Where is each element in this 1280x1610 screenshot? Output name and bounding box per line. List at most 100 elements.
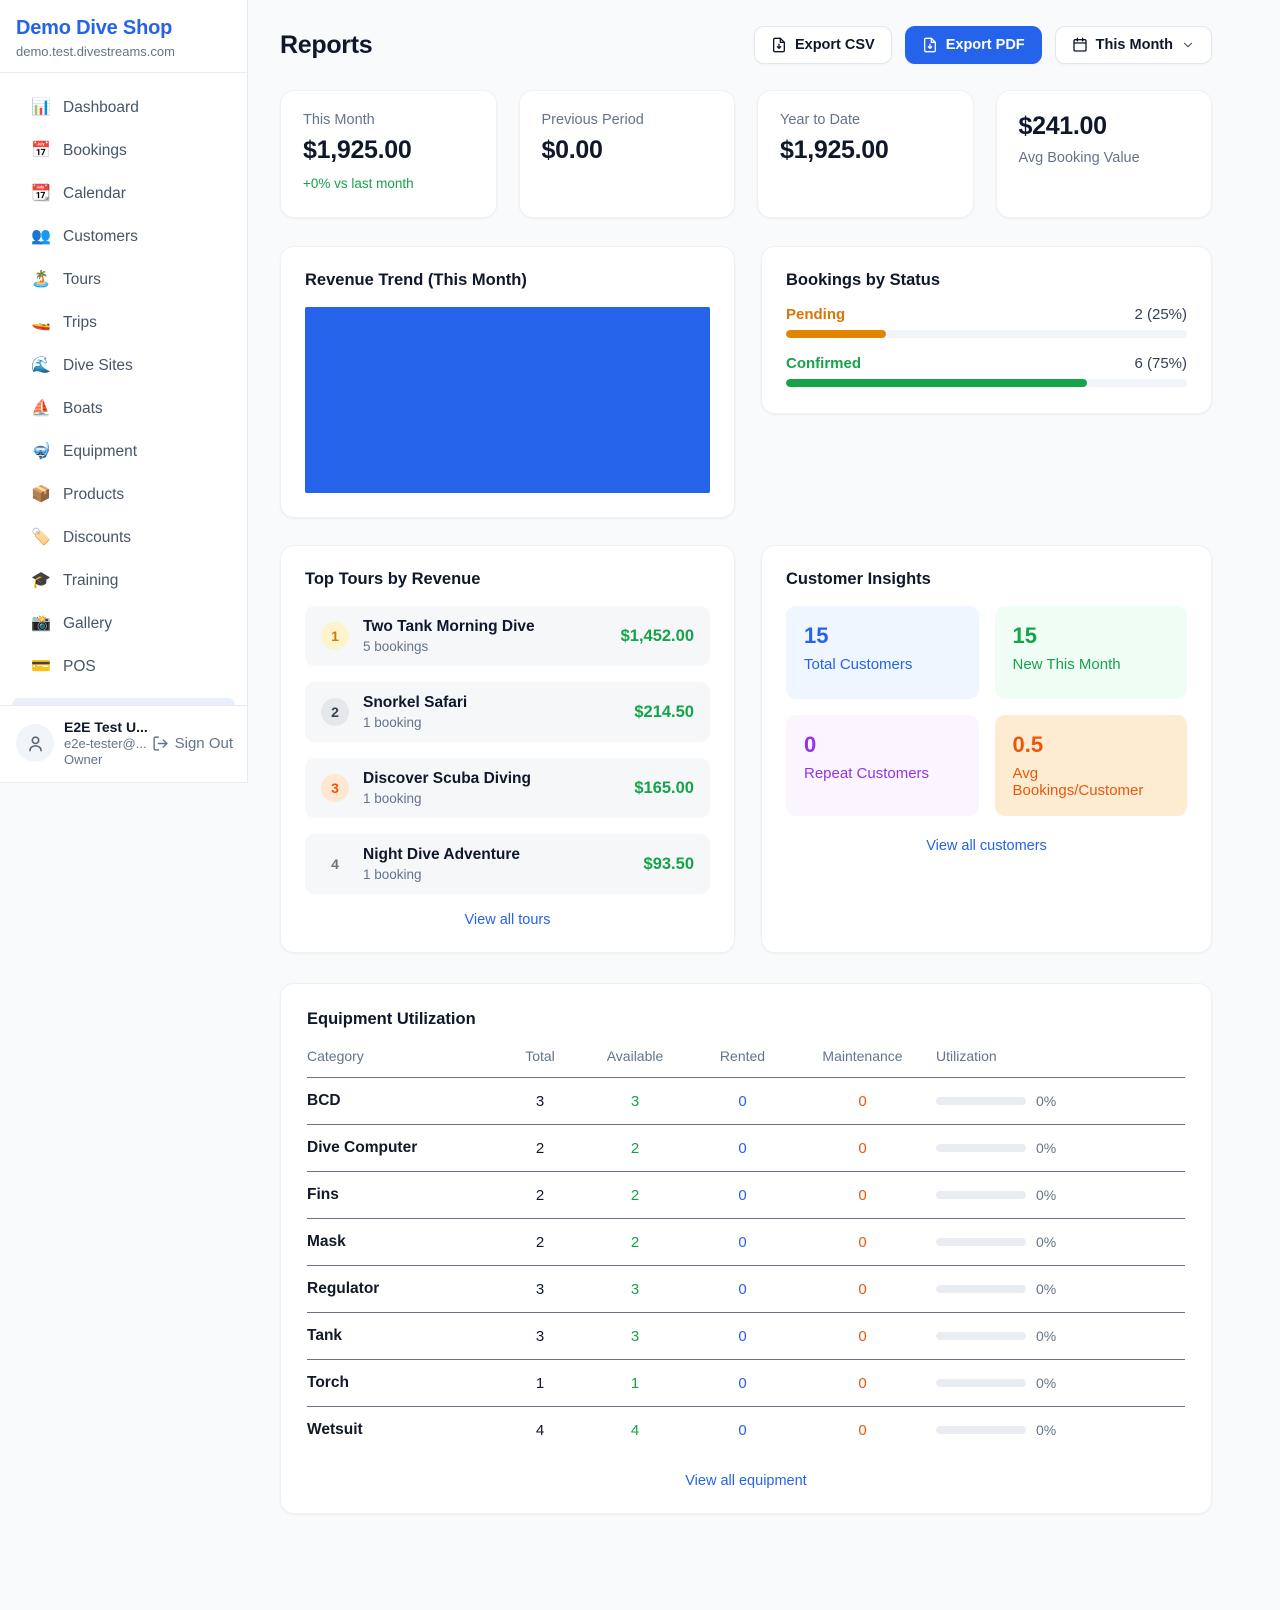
sidebar-item[interactable]: 📊 Dashboard <box>0 86 247 129</box>
tour-bookings: 5 bookings <box>363 639 429 654</box>
tour-revenue: $165.00 <box>634 778 694 797</box>
utilization-percent: 0% <box>1036 1422 1057 1438</box>
equipment-total: 3 <box>535 1327 545 1345</box>
utilization-bar <box>936 1332 1026 1340</box>
user-email: e2e-tester@... <box>64 736 147 751</box>
status-rows: Pending 2 (25%) Confirmed 6 (75%) <box>786 306 1187 387</box>
equipment-total: 1 <box>535 1374 545 1392</box>
insight-label: Total Customers <box>804 656 913 673</box>
sidebar-item[interactable]: 💳 POS <box>0 645 247 688</box>
sidebar-item-label: Boats <box>63 399 103 417</box>
tour-bookings: 1 booking <box>363 715 422 730</box>
equipment-rented: 0 <box>738 1233 747 1251</box>
view-all-equipment-link[interactable]: View all equipment <box>685 1473 807 1489</box>
equipment-maintenance: 0 <box>858 1327 867 1345</box>
sidebar-item[interactable]: 📆 Calendar <box>0 172 247 215</box>
stat-value: $241.00 <box>1018 112 1108 140</box>
tour-name: Snorkel Safari <box>363 694 468 711</box>
insight-tile: 0.5 Avg Bookings/Customer <box>994 715 1187 816</box>
stat-delta: +0% vs last month <box>303 176 414 191</box>
sidebar-item[interactable]: 🏝️ Tours <box>0 258 247 301</box>
table-row: Tank 3 3 0 0 0% <box>307 1313 1185 1360</box>
col-maintenance: Maintenance <box>822 1048 903 1064</box>
sidebar-item-icon: ⛵ <box>31 399 51 417</box>
sidebar-item[interactable]: 📅 Bookings <box>0 129 247 172</box>
equipment-category: Torch <box>307 1374 349 1391</box>
sidebar-item[interactable]: 🏷️ Discounts <box>0 516 247 559</box>
sidebar-item[interactable]: 📸 Gallery <box>0 602 247 645</box>
insight-tile: 0 Repeat Customers <box>786 715 979 816</box>
customer-insights-title: Customer Insights <box>786 570 931 588</box>
header-actions: Export CSV Export PDF This Month <box>753 26 1212 64</box>
stat-value: $0.00 <box>541 136 603 164</box>
period-dropdown[interactable]: This Month <box>1054 26 1212 64</box>
tour-name: Night Dive Adventure <box>363 846 521 863</box>
sidebar-item-icon: 📊 <box>31 98 51 116</box>
sidebar-item[interactable]: 🚤 Trips <box>0 301 247 344</box>
sidebar-item-label: POS <box>63 657 96 675</box>
equipment-available: 2 <box>630 1233 640 1251</box>
bookings-by-status-card: Bookings by Status Pending 2 (25%) <box>761 246 1212 414</box>
sidebar-item[interactable]: 🤿 Equipment <box>0 430 247 473</box>
equipment-total: 3 <box>535 1280 545 1298</box>
equipment-available: 3 <box>630 1280 640 1298</box>
export-pdf-button[interactable]: Export PDF <box>904 26 1042 64</box>
equipment-rented: 0 <box>738 1421 747 1439</box>
sidebar-item-icon: 🏷️ <box>31 528 51 546</box>
sidebar-item[interactable]: 🎓 Training <box>0 559 247 602</box>
tour-bookings: 1 booking <box>363 867 422 882</box>
sidebar: Demo Dive Shop demo.test.divestreams.com… <box>0 0 248 783</box>
sidebar-item-icon: 💳 <box>31 657 51 675</box>
export-csv-button[interactable]: Export CSV <box>753 26 892 64</box>
equipment-utilization-card: Equipment Utilization Category Total Ava… <box>280 983 1212 1514</box>
sidebar-item[interactable]: ⛵ Boats <box>0 387 247 430</box>
sidebar-item-label: Products <box>63 485 125 503</box>
table-row: Wetsuit 4 4 0 0 0% <box>307 1407 1185 1453</box>
tour-revenue: $93.50 <box>643 854 694 873</box>
shop-name: Demo Dive Shop <box>16 17 173 39</box>
tour-list: 1 Two Tank Morning Dive 5 bookings $1,45… <box>305 606 710 894</box>
equipment-utilization-title: Equipment Utilization <box>307 1010 476 1028</box>
equipment-total: 2 <box>535 1186 545 1204</box>
status-row: Confirmed 6 (75%) <box>786 355 1187 387</box>
view-all-customers-link[interactable]: View all customers <box>926 838 1047 854</box>
equipment-category: Regulator <box>307 1280 380 1297</box>
equipment-category: Wetsuit <box>307 1421 363 1438</box>
tour-row: 1 Two Tank Morning Dive 5 bookings $1,45… <box>305 606 710 666</box>
sign-out-button[interactable]: Sign Out <box>152 735 233 752</box>
revenue-trend-title: Revenue Trend (This Month) <box>305 271 527 289</box>
sidebar-item-label: Trips <box>63 313 97 331</box>
sidebar-item[interactable]: 👥 Customers <box>0 215 247 258</box>
equipment-maintenance: 0 <box>858 1280 867 1298</box>
sidebar-item[interactable]: 🌊 Dive Sites <box>0 344 247 387</box>
status-row: Pending 2 (25%) <box>786 306 1187 338</box>
status-label: Pending <box>786 306 846 323</box>
tour-bookings: 1 booking <box>363 791 422 806</box>
tour-revenue: $1,452.00 <box>620 626 694 645</box>
calendar-icon <box>1073 37 1087 52</box>
sidebar-item-icon: 📅 <box>31 141 51 159</box>
stat-label: This Month <box>303 112 375 128</box>
top-tours-card: Top Tours by Revenue 1 Two Tank Morning … <box>280 545 735 953</box>
col-category: Category <box>307 1048 364 1064</box>
stat-card-year-to-date: Year to Date $1,925.00 <box>757 90 974 218</box>
tour-revenue: $214.50 <box>634 702 694 721</box>
utilization-percent: 0% <box>1036 1328 1057 1344</box>
sidebar-item[interactable]: 📦 Products <box>0 473 247 516</box>
sidebar-item-label: Dive Sites <box>63 356 133 374</box>
table-row: Dive Computer 2 2 0 0 0% <box>307 1125 1185 1172</box>
insight-value: 0.5 <box>1012 732 1044 757</box>
equipment-table-header: Category Total Available Rented Maintena… <box>307 1048 1185 1078</box>
equipment-rented: 0 <box>738 1374 747 1392</box>
main-content: Reports Export CSV Export PDF This Month… <box>248 0 1280 1554</box>
user-panel: E2E Test U... e2e-tester@... Owner Sign … <box>0 705 247 782</box>
utilization-percent: 0% <box>1036 1281 1057 1297</box>
view-all-tours-link[interactable]: View all tours <box>464 912 551 928</box>
sidebar-item-label: Calendar <box>63 184 126 202</box>
revenue-trend-card: Revenue Trend (This Month) <box>280 246 735 518</box>
sidebar-item-reports-active-partial[interactable] <box>12 698 235 705</box>
equipment-maintenance: 0 <box>858 1139 867 1157</box>
sidebar-item-label: Tours <box>63 270 101 288</box>
insight-value: 15 <box>804 623 829 648</box>
stat-value: $1,925.00 <box>780 136 889 164</box>
